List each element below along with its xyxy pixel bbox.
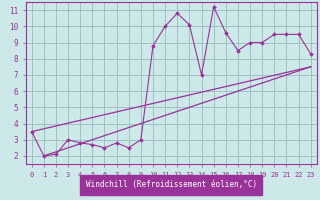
X-axis label: Windchill (Refroidissement éolien,°C): Windchill (Refroidissement éolien,°C) (86, 180, 257, 189)
